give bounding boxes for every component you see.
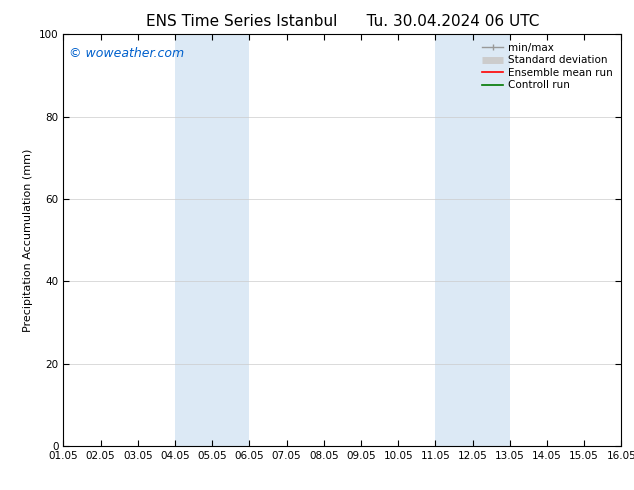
Legend: min/max, Standard deviation, Ensemble mean run, Controll run: min/max, Standard deviation, Ensemble me… <box>479 40 616 94</box>
Bar <box>436 34 510 446</box>
Title: ENS Time Series Istanbul      Tu. 30.04.2024 06 UTC: ENS Time Series Istanbul Tu. 30.04.2024 … <box>146 14 539 29</box>
Y-axis label: Precipitation Accumulation (mm): Precipitation Accumulation (mm) <box>23 148 34 332</box>
Bar <box>175 34 249 446</box>
Text: © woweather.com: © woweather.com <box>69 47 184 60</box>
